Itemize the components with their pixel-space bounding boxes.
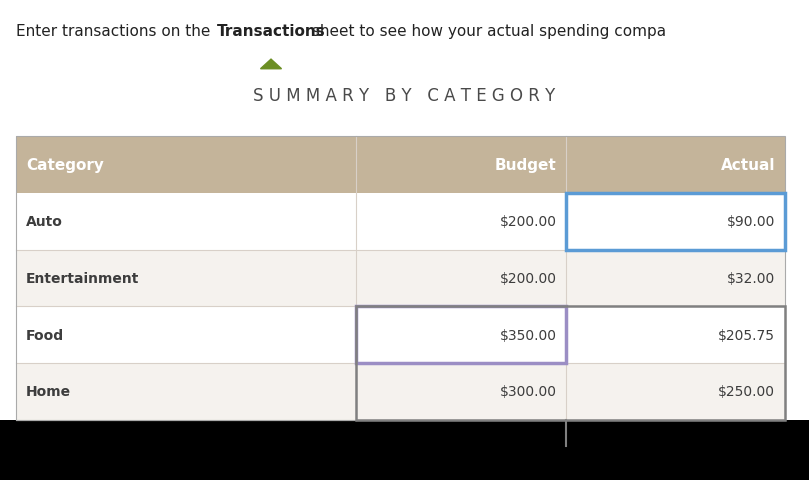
FancyBboxPatch shape xyxy=(356,250,566,307)
Text: Transactions: Transactions xyxy=(217,24,325,39)
Text: $300.00: $300.00 xyxy=(500,384,557,399)
FancyBboxPatch shape xyxy=(16,137,356,193)
FancyBboxPatch shape xyxy=(566,193,785,250)
FancyBboxPatch shape xyxy=(566,137,785,193)
FancyBboxPatch shape xyxy=(16,307,356,363)
Polygon shape xyxy=(260,60,282,70)
Text: Entertainment: Entertainment xyxy=(26,271,139,286)
Text: $205.75: $205.75 xyxy=(718,328,775,342)
FancyBboxPatch shape xyxy=(566,363,785,420)
FancyBboxPatch shape xyxy=(356,193,566,250)
Text: Auto: Auto xyxy=(26,215,63,229)
Text: Enter transactions on the: Enter transactions on the xyxy=(16,24,215,39)
Text: Food: Food xyxy=(26,328,64,342)
Text: $250.00: $250.00 xyxy=(718,384,775,399)
Text: Actual: Actual xyxy=(721,157,775,173)
FancyBboxPatch shape xyxy=(566,307,785,363)
Text: Home: Home xyxy=(26,384,71,399)
Text: $90.00: $90.00 xyxy=(726,215,775,229)
Text: sheet to see how your actual spending compa: sheet to see how your actual spending co… xyxy=(307,24,667,39)
FancyBboxPatch shape xyxy=(16,250,356,307)
FancyBboxPatch shape xyxy=(356,307,566,363)
FancyBboxPatch shape xyxy=(356,363,566,420)
Text: $200.00: $200.00 xyxy=(500,271,557,286)
Text: $32.00: $32.00 xyxy=(726,271,775,286)
FancyBboxPatch shape xyxy=(16,193,356,250)
FancyBboxPatch shape xyxy=(356,137,566,193)
Text: $200.00: $200.00 xyxy=(500,215,557,229)
Text: Category: Category xyxy=(26,157,104,173)
Text: S U M M A R Y   B Y   C A T E G O R Y: S U M M A R Y B Y C A T E G O R Y xyxy=(253,86,556,104)
FancyBboxPatch shape xyxy=(0,420,809,480)
Text: Budget: Budget xyxy=(495,157,557,173)
FancyBboxPatch shape xyxy=(16,363,356,420)
Text: $350.00: $350.00 xyxy=(500,328,557,342)
FancyBboxPatch shape xyxy=(566,250,785,307)
